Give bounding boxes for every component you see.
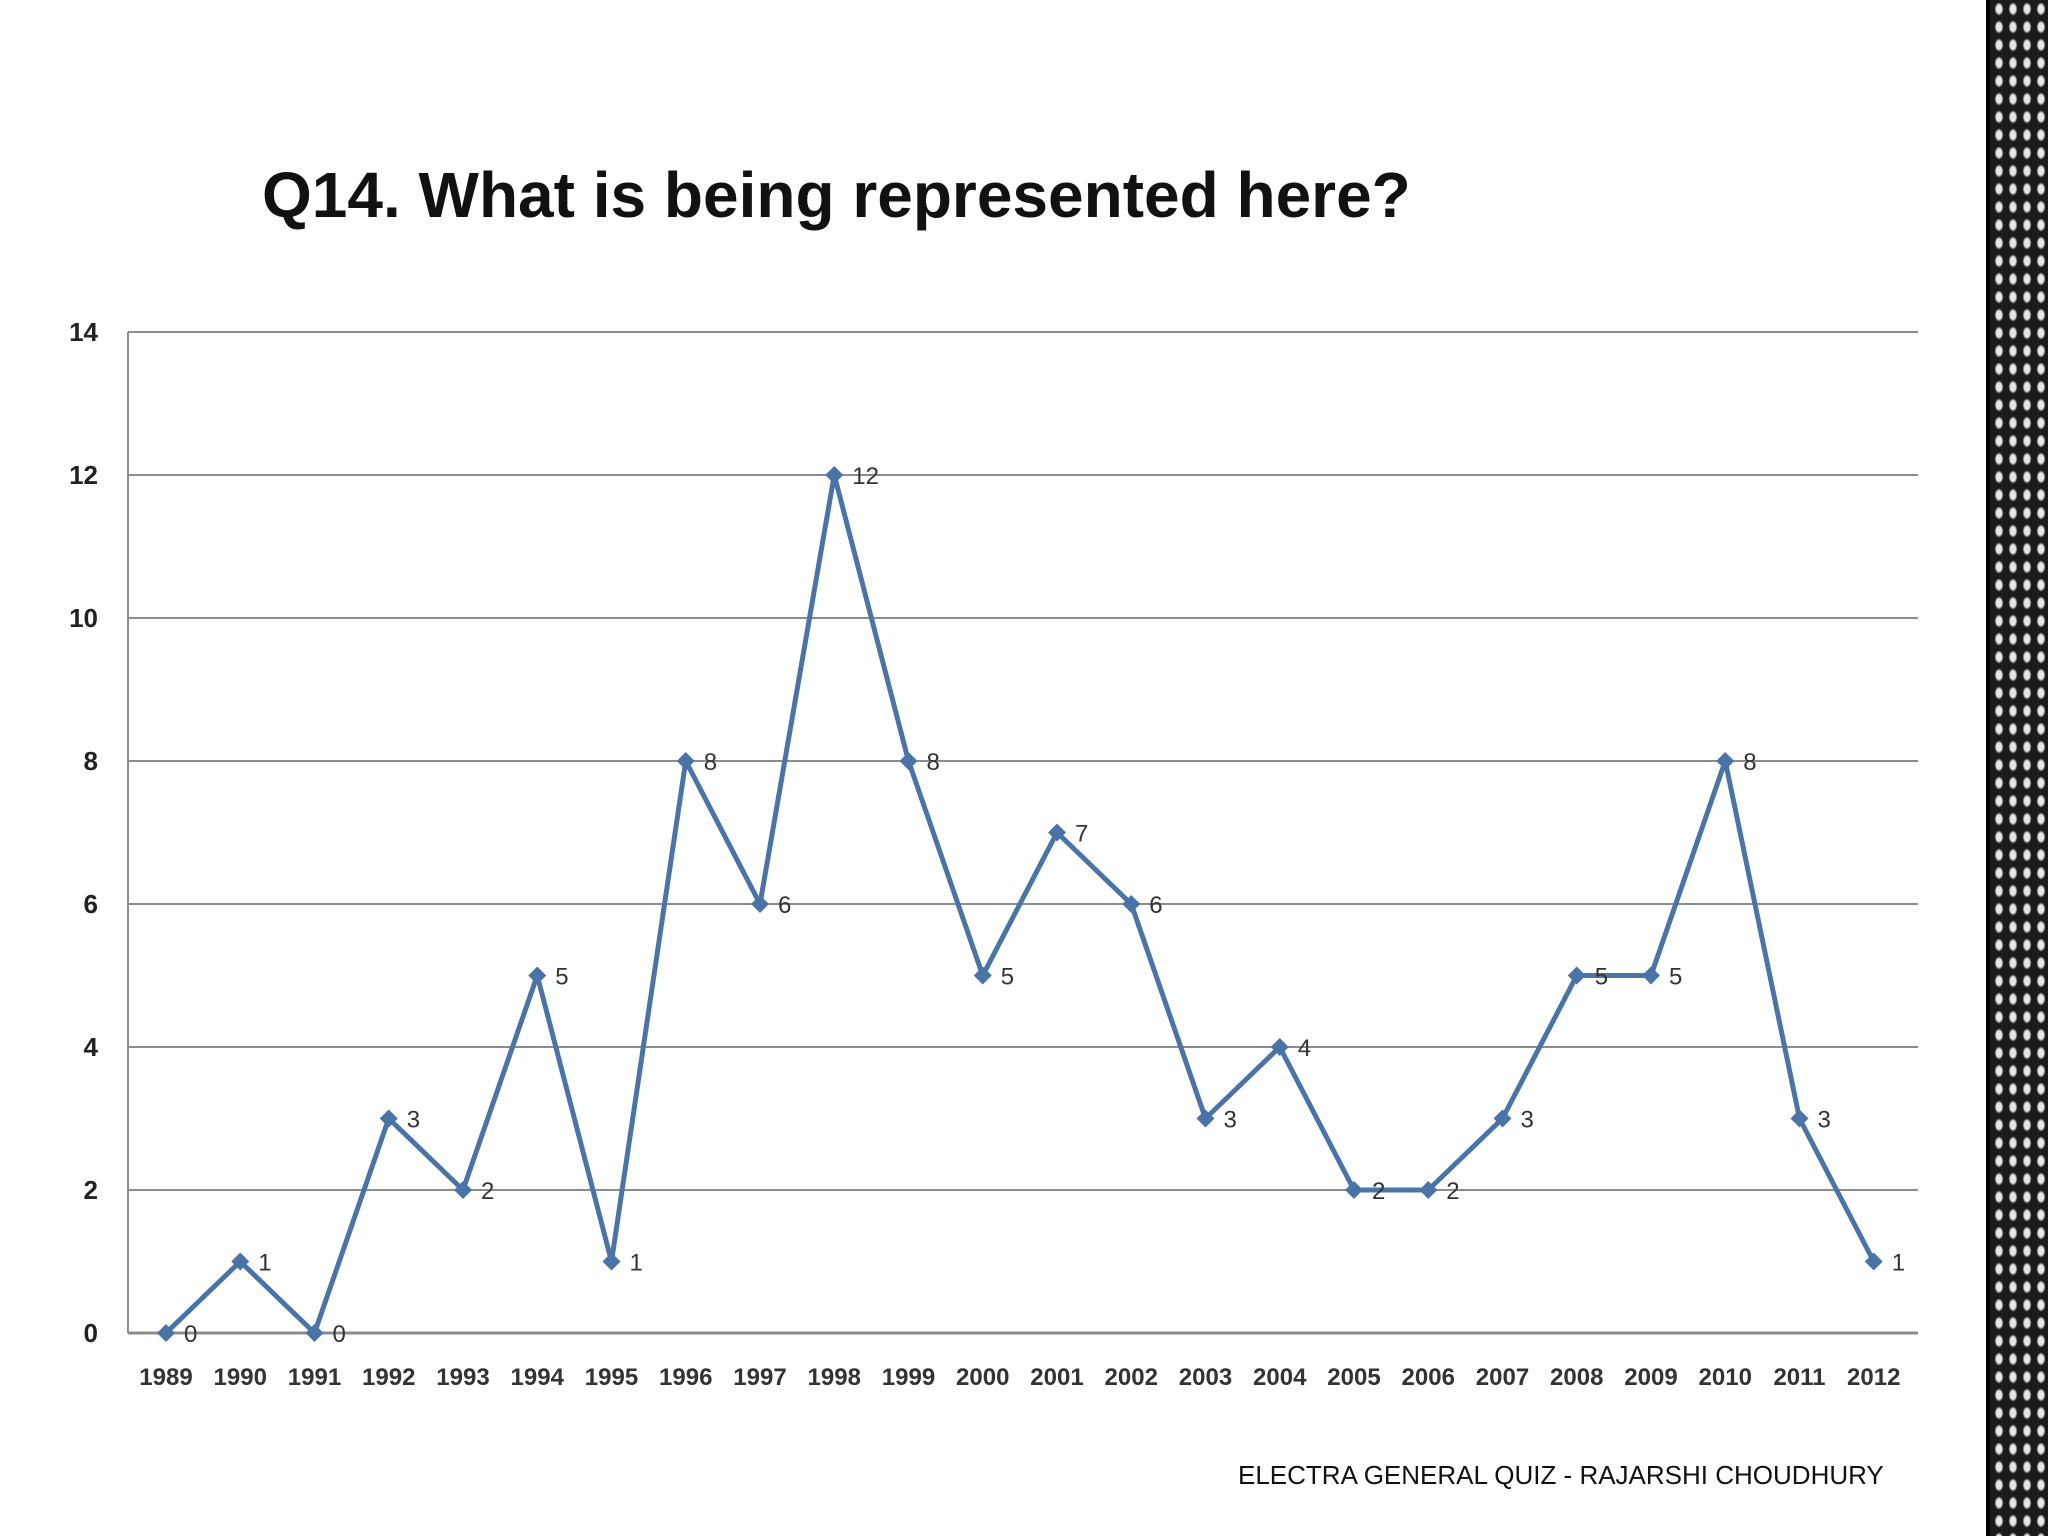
x-tick-label-2009: 2009 <box>1624 1364 1677 1391</box>
y-tick-label-14: 14 <box>69 317 98 347</box>
y-tick-label-8: 8 <box>84 746 98 776</box>
x-tick-label-1990: 1990 <box>214 1364 267 1391</box>
x-tick-label-2000: 2000 <box>956 1364 1009 1391</box>
data-point-1990 <box>231 1252 250 1271</box>
y-tick-label-0: 0 <box>84 1318 98 1348</box>
data-label-2004: 4 <box>1298 1035 1311 1062</box>
x-tick-label-2003: 2003 <box>1179 1364 1232 1391</box>
slide-footer: ELECTRA GENERAL QUIZ - RAJARSHI CHOUDHUR… <box>1238 1460 1884 1490</box>
data-point-2006 <box>1419 1181 1438 1199</box>
data-label-2006: 2 <box>1446 1178 1459 1205</box>
x-tick-label-1994: 1994 <box>511 1364 565 1391</box>
data-label-2007: 3 <box>1521 1107 1534 1134</box>
x-tick-label-1999: 1999 <box>882 1364 935 1391</box>
x-tick-label-2004: 2004 <box>1253 1364 1307 1391</box>
data-point-1992 <box>379 1109 398 1128</box>
x-tick-label-1995: 1995 <box>585 1364 638 1391</box>
data-point-2011 <box>1790 1109 1809 1128</box>
data-point-2001 <box>1048 823 1066 842</box>
series-line <box>164 472 1876 1336</box>
data-point-1996 <box>676 752 695 770</box>
x-tick-label-2011: 2011 <box>1773 1364 1825 1391</box>
data-point-2000 <box>973 966 992 985</box>
data-point-1991 <box>305 1324 324 1342</box>
y-tick-label-4: 4 <box>84 1032 99 1062</box>
data-label-2001: 7 <box>1075 821 1088 848</box>
x-tick-label-2001: 2001 <box>1030 1364 1083 1391</box>
data-point-1989 <box>157 1324 175 1342</box>
data-label-1999: 8 <box>927 749 940 776</box>
slide-title: Q14. What is being represented here? <box>262 159 1411 231</box>
data-label-2012: 1 <box>1892 1250 1905 1277</box>
x-axis-ticks: 1989 1990 1991 1992 1993 1994 1995 1996 1997 1998… <box>139 1364 1900 1391</box>
x-tick-label-2002: 2002 <box>1105 1364 1158 1391</box>
y-axis-ticks: 0 2 4 6 8 10 12 14 <box>69 317 98 1348</box>
data-label-2003: 3 <box>1224 1107 1237 1134</box>
data-point-1998 <box>825 466 844 484</box>
data-point-1993 <box>454 1181 472 1199</box>
data-label-1995: 1 <box>630 1250 643 1277</box>
x-tick-label-1992: 1992 <box>362 1364 415 1391</box>
data-point-2010 <box>1716 752 1735 770</box>
chart-series <box>157 466 1883 1342</box>
y-tick-label-2: 2 <box>84 1175 98 1205</box>
data-point-2003 <box>1196 1109 1215 1128</box>
x-tick-label-2012: 2012 <box>1847 1364 1900 1391</box>
data-point-2009 <box>1642 966 1660 985</box>
data-point-1999 <box>899 752 918 770</box>
x-tick-label-1996: 1996 <box>659 1364 712 1391</box>
data-label-1998: 12 <box>852 463 879 490</box>
x-tick-label-1993: 1993 <box>436 1364 489 1391</box>
data-label-1989: 0 <box>184 1321 197 1348</box>
data-label-1992: 3 <box>407 1107 420 1134</box>
x-tick-label-2010: 2010 <box>1699 1364 1752 1391</box>
x-tick-label-1989: 1989 <box>139 1364 192 1391</box>
x-tick-label-2008: 2008 <box>1550 1364 1603 1391</box>
data-label-1994: 5 <box>555 964 568 991</box>
decorative-side-band <box>1978 0 2048 1536</box>
data-point-2005 <box>1345 1181 1363 1199</box>
data-label-2009: 5 <box>1669 964 1682 991</box>
x-tick-label-1997: 1997 <box>733 1364 786 1391</box>
data-point-2004 <box>1270 1038 1289 1056</box>
data-label-1993: 2 <box>481 1178 494 1205</box>
data-point-2008 <box>1567 966 1586 985</box>
data-point-1997 <box>751 895 769 913</box>
x-tick-label-1991: 1991 <box>288 1364 341 1391</box>
data-label-2005: 2 <box>1372 1178 1385 1205</box>
data-label-1991: 0 <box>333 1321 346 1348</box>
data-label-1996: 8 <box>704 749 717 776</box>
data-point-2002 <box>1122 895 1141 913</box>
data-point-1995 <box>602 1252 621 1271</box>
data-label-2002: 6 <box>1149 892 1162 919</box>
data-label-2008: 5 <box>1595 964 1608 991</box>
y-tick-label-6: 6 <box>84 889 98 919</box>
data-label-1990: 1 <box>258 1250 271 1277</box>
data-point-1994 <box>528 966 547 985</box>
x-tick-label-1998: 1998 <box>808 1364 861 1391</box>
data-point-2012 <box>1864 1252 1883 1271</box>
data-label-2011: 3 <box>1818 1107 1831 1134</box>
data-point-2007 <box>1493 1109 1512 1128</box>
chart-axes <box>127 332 1918 1335</box>
data-label-1997: 6 <box>778 892 791 919</box>
chart-grid <box>128 331 1918 1191</box>
data-labels: 0 1 0 3 2 5 1 8 6 12 8 5 7 6 3 4 2 2 3 5 5 8 3 1 <box>184 463 1905 1348</box>
x-tick-label-2007: 2007 <box>1476 1364 1529 1391</box>
data-label-2000: 5 <box>1001 964 1014 991</box>
data-label-2010: 8 <box>1743 749 1756 776</box>
x-tick-label-2006: 2006 <box>1402 1364 1455 1391</box>
y-tick-label-12: 12 <box>69 460 98 490</box>
x-tick-label-2005: 2005 <box>1327 1364 1380 1391</box>
y-tick-label-10: 10 <box>69 603 98 633</box>
